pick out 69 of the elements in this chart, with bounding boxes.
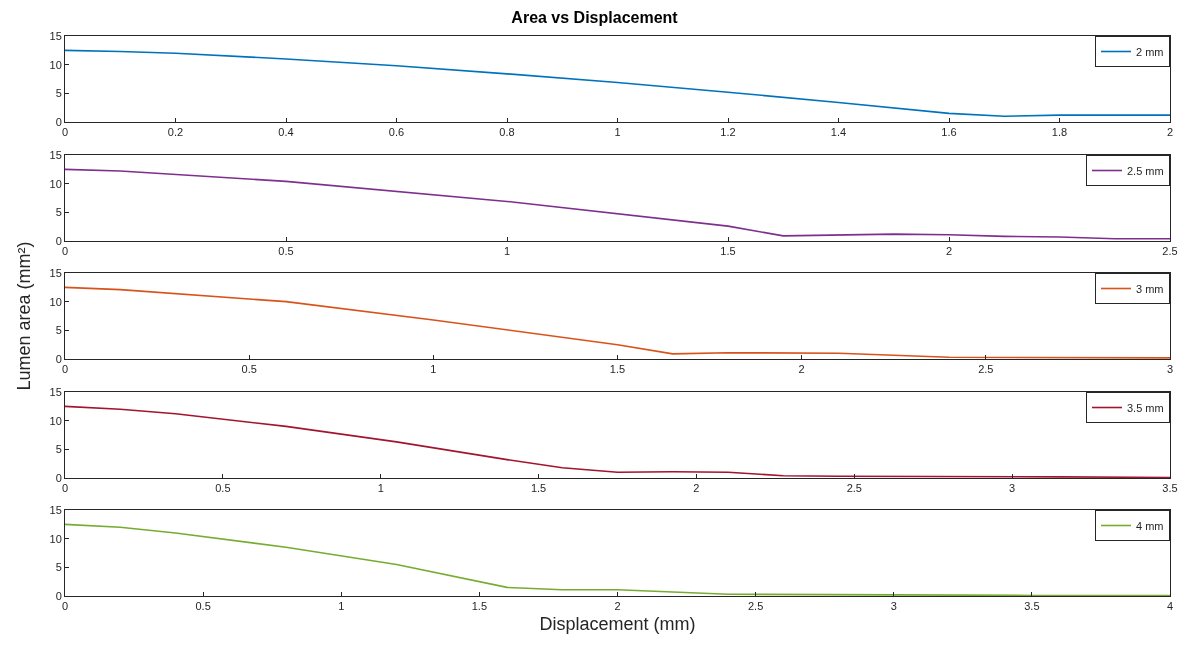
y-tick-label: 5 [55,324,62,337]
x-tick-label: 2 [1166,126,1174,139]
x-tick-label: 3.5 [1162,481,1178,494]
y-tick-label: 15 [49,266,62,279]
x-tick-label: 1.5 [609,363,626,376]
x-tick-label: 3 [1166,363,1174,376]
y-tick-label: 15 [49,148,62,161]
x-tick-label: 1.8 [1051,126,1068,139]
y-tick-label: 10 [49,295,62,308]
legend-label: 2 mm [1136,45,1164,58]
x-tick-label: 0.2 [167,126,184,139]
x-axis-title: Displacement (mm) [539,614,696,635]
x-tick-label: 2.5 [1162,244,1178,257]
x-tick-label: 2 [693,481,700,494]
y-tick-label: 15 [49,29,62,42]
y-tick-label: 0 [55,352,62,365]
x-tick-label: 0.5 [241,363,257,376]
x-tick-label: 4 [1166,600,1174,613]
y-tick-label: 0 [55,115,62,128]
x-tick-label: 2 [614,600,621,613]
x-tick-label: 1.5 [471,600,488,613]
x-tick-label: 0.8 [499,126,515,139]
x-tick-label: 1 [614,126,621,139]
x-tick-label: 1 [338,600,345,613]
y-tick-label: 10 [49,177,62,190]
x-tick-label: 3 [890,600,897,613]
x-tick-label: 2 [798,363,805,376]
x-tick-label: 2.5 [846,481,862,494]
x-tick-label: 2.5 [747,600,764,613]
x-tick-label: 0.4 [278,126,294,139]
x-tick-label: 3 [1009,481,1016,494]
y-tick-label: 5 [55,442,62,455]
x-tick-label: 0.5 [278,244,294,257]
x-tick-label: 0.5 [195,600,211,613]
x-tick-label: 1 [430,363,437,376]
x-tick-label: 0.6 [388,126,405,139]
y-tick-label: 15 [49,503,62,516]
line-series [65,49,1170,118]
x-tick-label: 1 [503,244,511,257]
x-tick-label: 1.4 [830,126,847,139]
x-tick-label: 1.6 [941,126,957,139]
legend-label: 3 mm [1136,282,1164,295]
y-tick-label: 5 [55,87,62,100]
y-tick-label: 10 [49,532,62,545]
y-axis-title: Lumen area (mm²) [13,241,34,391]
y-tick-label: 5 [55,205,62,218]
y-tick-label: 15 [49,385,62,398]
legend-label: 4 mm [1136,519,1164,532]
legend-label: 3.5 mm [1127,401,1164,414]
x-tick-label: 3.5 [1024,600,1040,613]
line-series [65,523,1170,596]
x-tick-label: 1.5 [530,481,547,494]
legend-label: 2.5 mm [1127,164,1164,177]
x-tick-label: 1.5 [720,244,736,257]
chart-title: Area vs Displacement [511,9,679,27]
line-series [65,168,1170,240]
x-tick-label: 2 [945,244,953,257]
line-series [65,286,1170,359]
y-tick-label: 5 [55,561,62,574]
x-tick-label: 1 [377,481,384,494]
y-tick-label: 0 [55,589,62,602]
x-tick-label: 0.5 [215,481,231,494]
y-tick-label: 0 [55,234,62,247]
x-tick-label: 1.2 [720,126,736,139]
x-tick-label: 2.5 [978,363,994,376]
line-series [65,405,1170,478]
y-tick-label: 10 [49,414,62,427]
y-tick-label: 10 [49,58,62,71]
y-tick-label: 0 [55,471,62,484]
